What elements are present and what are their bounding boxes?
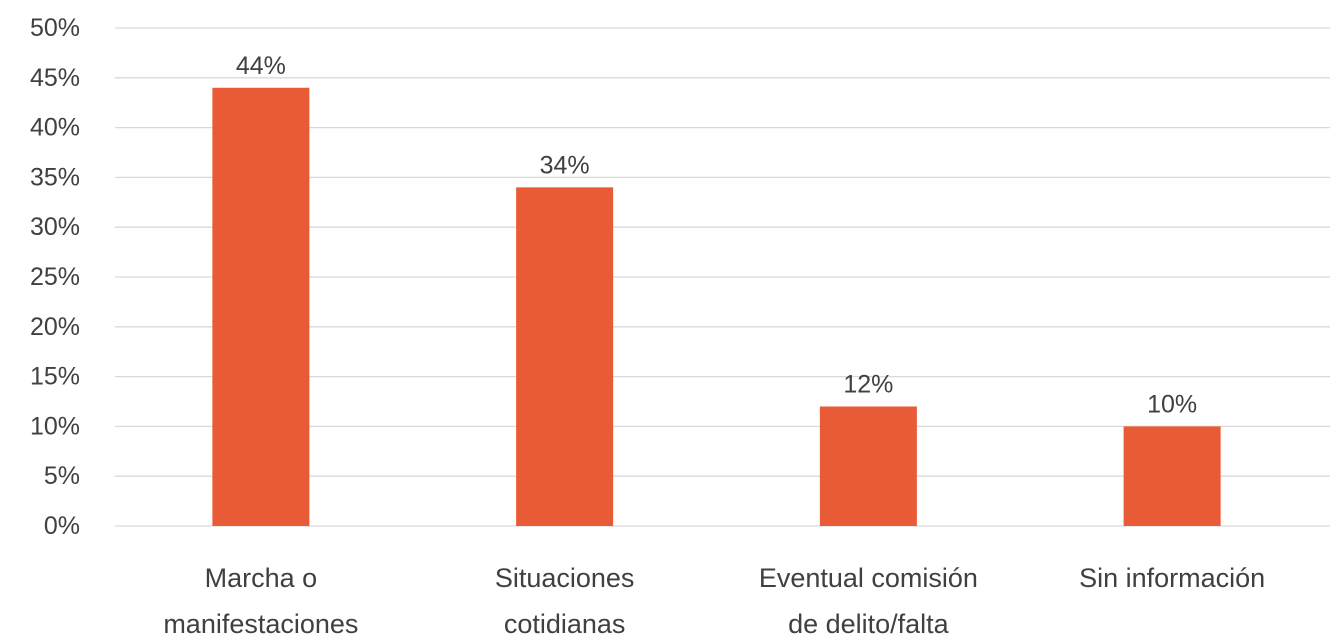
category-label: manifestaciones [163,609,358,634]
y-tick-label: 20% [30,313,80,341]
category-label: Eventual comisión [759,563,978,593]
category-label: Sin información [1079,563,1265,593]
bar [516,187,614,527]
bar [212,87,310,526]
y-tick-label: 45% [30,64,80,92]
data-labels: 44% 34% 12% 10% [236,52,1197,419]
y-tick-label: 10% [30,412,80,440]
bar [819,406,917,526]
y-tick-label: 15% [30,363,80,391]
y-tick-label: 25% [30,263,80,291]
y-tick-label: 35% [30,163,80,191]
data-label: 12% [843,370,893,398]
bar [1123,426,1221,526]
data-label: 34% [540,151,590,179]
y-tick-label: 30% [30,213,80,241]
gridlines [115,27,1330,527]
y-tick-label: 40% [30,114,80,142]
category-label: de delito/falta [788,609,950,634]
y-tick-label: 5% [44,462,80,490]
y-tick-label: 0% [44,512,80,540]
category-label: Situaciones [495,563,635,593]
data-label: 10% [1147,390,1197,418]
y-tick-label: 50% [30,14,80,42]
bars [212,87,1221,527]
data-label: 44% [236,52,286,80]
category-label: cotidianas [504,609,626,634]
x-axis-category-labels: Marcha o manifestaciones Situaciones cotidi… [163,563,1265,634]
category-label: Marcha o [205,563,318,593]
y-axis-tick-labels: 0% 5% 10% 15% 20% 25% 30% 35% 40% 45% 50% [30,14,80,540]
